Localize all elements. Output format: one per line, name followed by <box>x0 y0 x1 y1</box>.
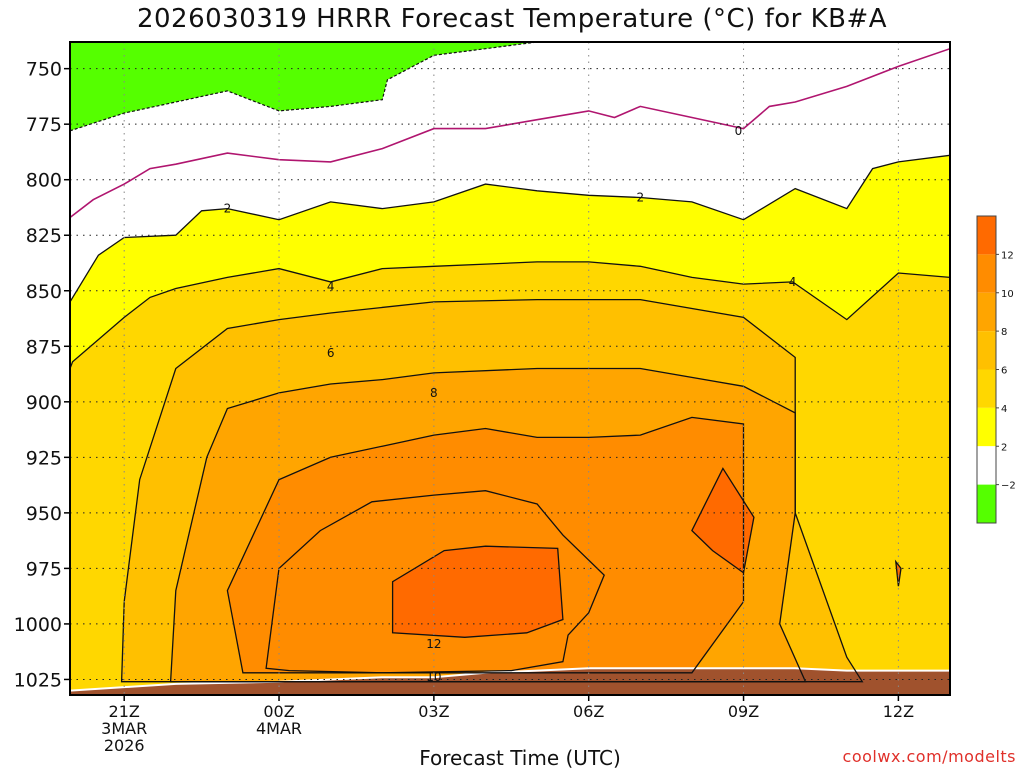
x-tick-label: 21Z <box>109 702 140 721</box>
isotherm-8-line-1 <box>169 367 807 683</box>
contour-label: 8 <box>430 386 438 400</box>
isotherm-10-line-3 <box>265 490 605 674</box>
contour-label: 2 <box>637 190 645 204</box>
colorbar-bin <box>977 254 996 293</box>
y-tick-label: 775 <box>26 114 62 136</box>
colorbar-tick-label: 6 <box>1001 366 1007 377</box>
y-tick-label: 850 <box>26 281 62 303</box>
isotherm-minus2 <box>70 42 950 132</box>
x-tick-label: 03Z <box>418 702 449 721</box>
plot-frame <box>69 41 951 696</box>
y-tick-label: 825 <box>26 225 62 247</box>
isotherm-12-line-6 <box>894 559 902 587</box>
isotherm-12-line-4 <box>391 545 564 638</box>
band-fill-12-5 <box>691 468 754 573</box>
x-axis-label: Forecast Time (UTC) <box>419 746 621 768</box>
x-tick-label: 12Z <box>883 702 914 721</box>
x-tick-label: 3MAR <box>101 719 147 738</box>
x-tick-label: 09Z <box>728 702 759 721</box>
y-tick-label: 900 <box>26 392 62 414</box>
x-tick-label: 00Z <box>263 702 294 721</box>
isotherm-zero <box>70 47 950 219</box>
contour-label: 2 <box>224 202 232 216</box>
plot-area: 0 2 2 4 4 6 8 10 12 <box>70 42 950 695</box>
colorbar-bin <box>977 446 996 485</box>
colorbar-bin <box>977 369 996 408</box>
contour-label: 4 <box>327 279 335 293</box>
contour-label: 12 <box>426 637 441 651</box>
y-tick-label: 875 <box>26 336 62 358</box>
chart-title: 2026030319 HRRR Forecast Temperature (°C… <box>136 4 888 34</box>
isotherm-10-line-2 <box>226 416 745 674</box>
colorbar-tick-label: 4 <box>1001 404 1007 415</box>
x-tick-label: 06Z <box>573 702 604 721</box>
contour-label: 6 <box>327 346 335 360</box>
colorbar-bin <box>977 216 996 255</box>
colorbar-bin <box>977 407 996 447</box>
y-tick-label: 800 <box>26 170 62 192</box>
colorbar-tick-label: 10 <box>1001 289 1014 300</box>
y-tick-label: 975 <box>26 558 62 580</box>
y-tick-label: 925 <box>26 447 62 469</box>
band-below-minus2 <box>70 42 950 131</box>
x-tick-label: 4MAR <box>256 719 302 738</box>
site-credit[interactable]: coolwx.com/modelts <box>842 747 1016 766</box>
colorbar-tick-label: 12 <box>1001 250 1014 261</box>
colorbar-tick-label: 2 <box>1001 442 1007 453</box>
ground-edge <box>70 667 950 692</box>
colorbar-tick-label: −2 <box>1001 481 1016 492</box>
contour-label: 0 <box>735 124 743 138</box>
isotherm-4 <box>70 261 950 369</box>
colorbar-tick-label: 8 <box>1001 327 1007 338</box>
isotherm-12-line-5 <box>691 467 755 574</box>
band-fill-12-4 <box>392 546 563 638</box>
colorbar-bin <box>977 331 996 370</box>
colorbar-bin <box>977 292 996 332</box>
isotherm-6-line-0 <box>120 298 864 683</box>
isotherm-2 <box>70 154 950 303</box>
y-tick-label: 1000 <box>14 614 62 636</box>
contour-label: 4 <box>789 275 797 289</box>
x-tick-label: 2026 <box>104 736 145 755</box>
y-tick-label: 1025 <box>14 669 62 691</box>
y-tick-label: 950 <box>26 503 62 525</box>
y-tick-label: 750 <box>26 59 62 81</box>
colorbar-bin <box>977 484 996 523</box>
contour-label: 10 <box>426 670 441 684</box>
